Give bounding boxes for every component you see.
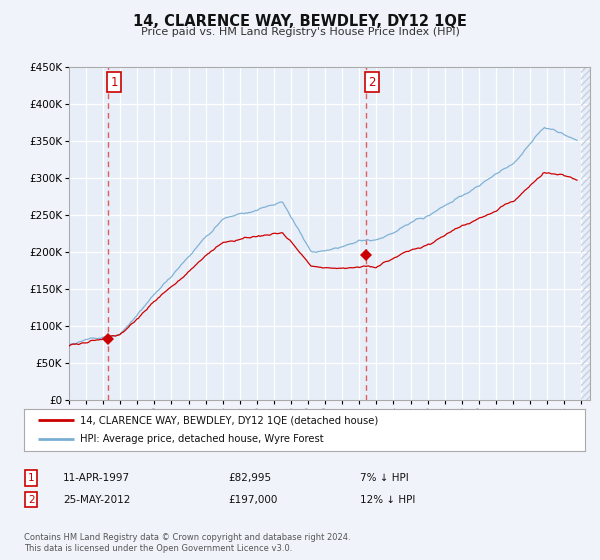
Text: Contains HM Land Registry data © Crown copyright and database right 2024.: Contains HM Land Registry data © Crown c…	[24, 533, 350, 542]
Text: 12% ↓ HPI: 12% ↓ HPI	[360, 494, 415, 505]
Text: £197,000: £197,000	[228, 494, 277, 505]
Text: 11-APR-1997: 11-APR-1997	[63, 473, 130, 483]
Text: 25-MAY-2012: 25-MAY-2012	[63, 494, 130, 505]
Text: 14, CLARENCE WAY, BEWDLEY, DY12 1QE (detached house): 14, CLARENCE WAY, BEWDLEY, DY12 1QE (det…	[80, 415, 379, 425]
Bar	[581, 67, 590, 400]
Text: 14, CLARENCE WAY, BEWDLEY, DY12 1QE: 14, CLARENCE WAY, BEWDLEY, DY12 1QE	[133, 14, 467, 29]
Text: HPI: Average price, detached house, Wyre Forest: HPI: Average price, detached house, Wyre…	[80, 435, 324, 445]
Text: This data is licensed under the Open Government Licence v3.0.: This data is licensed under the Open Gov…	[24, 544, 292, 553]
Text: 1: 1	[28, 473, 35, 483]
Text: 1: 1	[110, 76, 118, 88]
Text: 7% ↓ HPI: 7% ↓ HPI	[360, 473, 409, 483]
Text: £82,995: £82,995	[228, 473, 271, 483]
Text: 2: 2	[28, 494, 35, 505]
Text: Price paid vs. HM Land Registry's House Price Index (HPI): Price paid vs. HM Land Registry's House …	[140, 27, 460, 37]
Text: 2: 2	[368, 76, 376, 88]
